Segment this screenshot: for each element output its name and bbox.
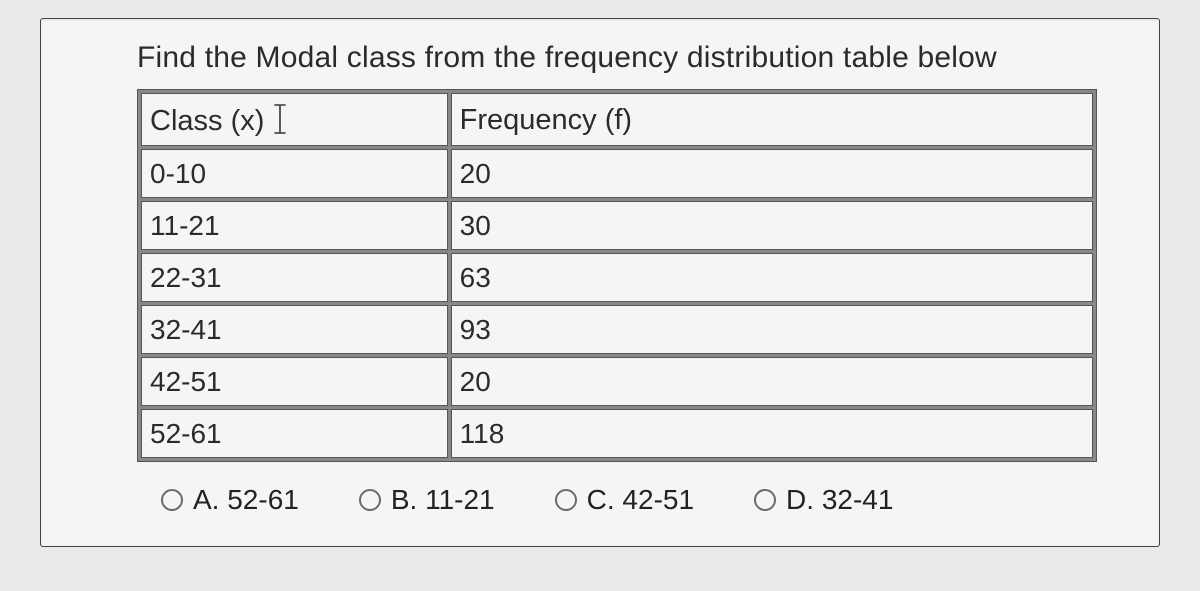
radio-icon bbox=[555, 489, 577, 511]
table-cell-frequency: 118 bbox=[451, 409, 1093, 458]
text-cursor-icon bbox=[274, 104, 286, 134]
option-label: C. 42-51 bbox=[587, 484, 694, 516]
table-cell-class: 52-61 bbox=[141, 409, 448, 458]
question-sheet: Find the Modal class from the frequency … bbox=[40, 18, 1160, 547]
option-label: B. 11-21 bbox=[391, 484, 495, 516]
table-cell-class: 11-21 bbox=[141, 201, 448, 250]
table-cell-frequency: 93 bbox=[451, 305, 1093, 354]
table-cell-frequency: 20 bbox=[451, 357, 1093, 406]
table-row: 42-51 20 bbox=[141, 357, 1093, 406]
table-header-class-text: Class (x) bbox=[150, 105, 264, 137]
table-cell-class: 22-31 bbox=[141, 253, 448, 302]
table-cell-class: 32-41 bbox=[141, 305, 448, 354]
table-cell-frequency: 20 bbox=[451, 149, 1093, 198]
table-cell-class: 0-10 bbox=[141, 149, 448, 198]
option-d[interactable]: D. 32-41 bbox=[754, 484, 893, 516]
frequency-table: Class (x) Frequency (f) 0-10 20 11-21 30… bbox=[137, 89, 1097, 462]
table-cell-class: 42-51 bbox=[141, 357, 448, 406]
table-row: 22-31 63 bbox=[141, 253, 1093, 302]
table-cell-frequency: 30 bbox=[451, 201, 1093, 250]
option-c[interactable]: C. 42-51 bbox=[555, 484, 694, 516]
answer-options: A. 52-61 B. 11-21 C. 42-51 D. 32-41 bbox=[161, 484, 1113, 516]
table-header-row: Class (x) Frequency (f) bbox=[141, 93, 1093, 146]
question-prompt: Find the Modal class from the frequency … bbox=[137, 41, 1113, 75]
option-a[interactable]: A. 52-61 bbox=[161, 484, 299, 516]
table-row: 0-10 20 bbox=[141, 149, 1093, 198]
radio-icon bbox=[754, 489, 776, 511]
option-label: A. 52-61 bbox=[193, 484, 299, 516]
option-label: D. 32-41 bbox=[786, 484, 893, 516]
radio-icon bbox=[161, 489, 183, 511]
table-header-class: Class (x) bbox=[141, 93, 448, 146]
radio-icon bbox=[359, 489, 381, 511]
option-b[interactable]: B. 11-21 bbox=[359, 484, 495, 516]
table-row: 32-41 93 bbox=[141, 305, 1093, 354]
table-header-frequency: Frequency (f) bbox=[451, 93, 1093, 146]
table-row: 52-61 118 bbox=[141, 409, 1093, 458]
table-row: 11-21 30 bbox=[141, 201, 1093, 250]
table-cell-frequency: 63 bbox=[451, 253, 1093, 302]
